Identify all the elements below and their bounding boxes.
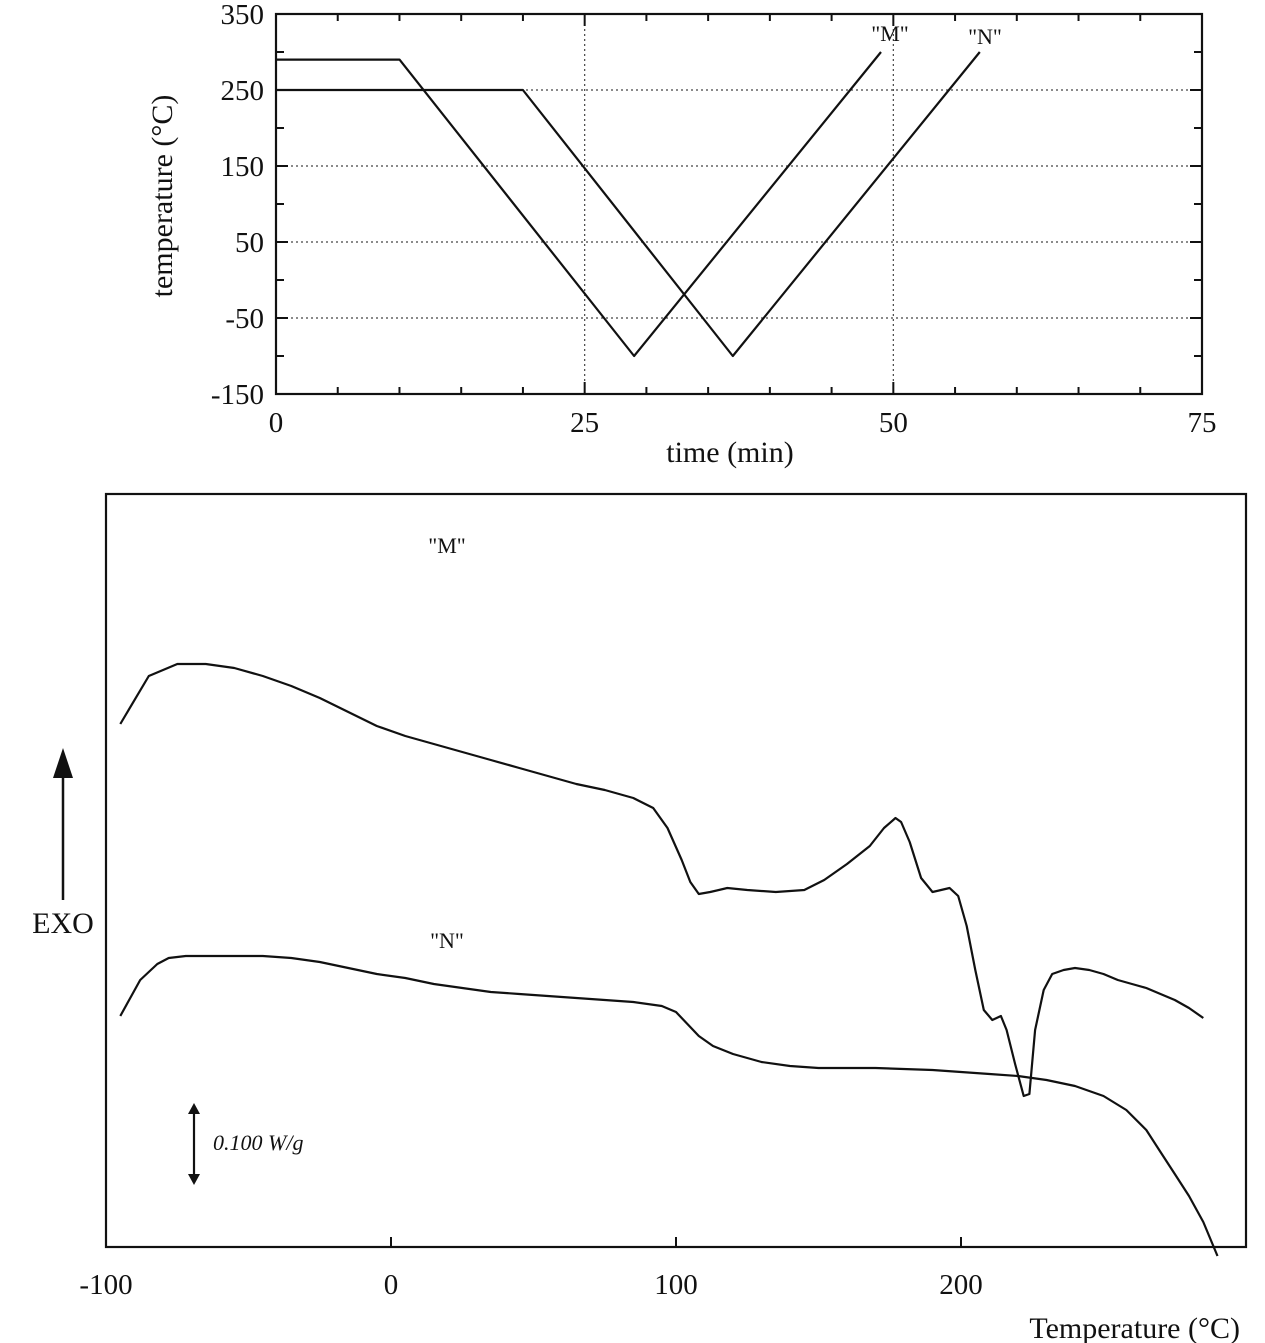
bottom-x-tick-label: 100 — [654, 1269, 698, 1301]
exo-label: EXO — [32, 907, 94, 940]
bottom-x-tick-label: -100 — [79, 1269, 132, 1301]
dsc-thermogram-chart: -100 0 100 200 Temperature (°C) "M" "N" EXO… — [32, 492, 1248, 1343]
bottom-series-curve-m — [119, 662, 1204, 1098]
scale-bar-icon — [188, 1103, 200, 1185]
top-series-label-m: "M" — [871, 21, 909, 46]
top-y-tick-label: 250 — [221, 75, 265, 107]
top-y-tick-label: -150 — [211, 379, 264, 411]
top-y-tick-label: 350 — [221, 0, 265, 31]
top-tick-labels: 0 25 50 75 350 250 150 50 -50 -150 — [211, 0, 1217, 439]
top-y-tick-label: 50 — [235, 227, 264, 259]
exo-arrow-icon — [53, 748, 73, 900]
top-ticks — [275, 13, 1203, 395]
top-x-tick-label: 25 — [570, 407, 599, 439]
top-series-line-n — [276, 51, 981, 358]
bottom-series-curve-n — [119, 954, 1219, 1257]
top-x-tick-label: 50 — [879, 407, 908, 439]
bottom-ticks — [105, 1237, 962, 1247]
bottom-series — [119, 662, 1219, 1257]
top-y-tick-label: -50 — [225, 303, 264, 335]
bottom-x-tick-label: 0 — [384, 1269, 399, 1301]
bottom-tick-labels: -100 0 100 200 — [79, 1269, 982, 1301]
top-series-label-n: "N" — [968, 24, 1002, 49]
bottom-series-label-m: "M" — [428, 533, 466, 558]
top-y-tick-label: 150 — [221, 151, 265, 183]
top-series-line-m — [276, 51, 882, 358]
top-grid — [276, 14, 1202, 394]
top-x-axis-label: time (min) — [666, 436, 793, 469]
top-series — [276, 51, 981, 358]
top-x-tick-label: 0 — [269, 407, 284, 439]
top-plot-frame — [274, 12, 1204, 396]
top-x-tick-label: 75 — [1188, 407, 1217, 439]
scale-bar-label: 0.100 W/g — [213, 1130, 303, 1155]
bottom-x-axis-label: Temperature (°C) — [1029, 1312, 1240, 1343]
bottom-series-label-n: "N" — [430, 928, 464, 953]
temperature-program-chart: 0 25 50 75 350 250 150 50 -50 -150 time (min) tem… — [146, 0, 1217, 469]
top-y-axis-label: temperature (°C) — [146, 95, 179, 298]
bottom-x-tick-label: 200 — [939, 1269, 983, 1301]
